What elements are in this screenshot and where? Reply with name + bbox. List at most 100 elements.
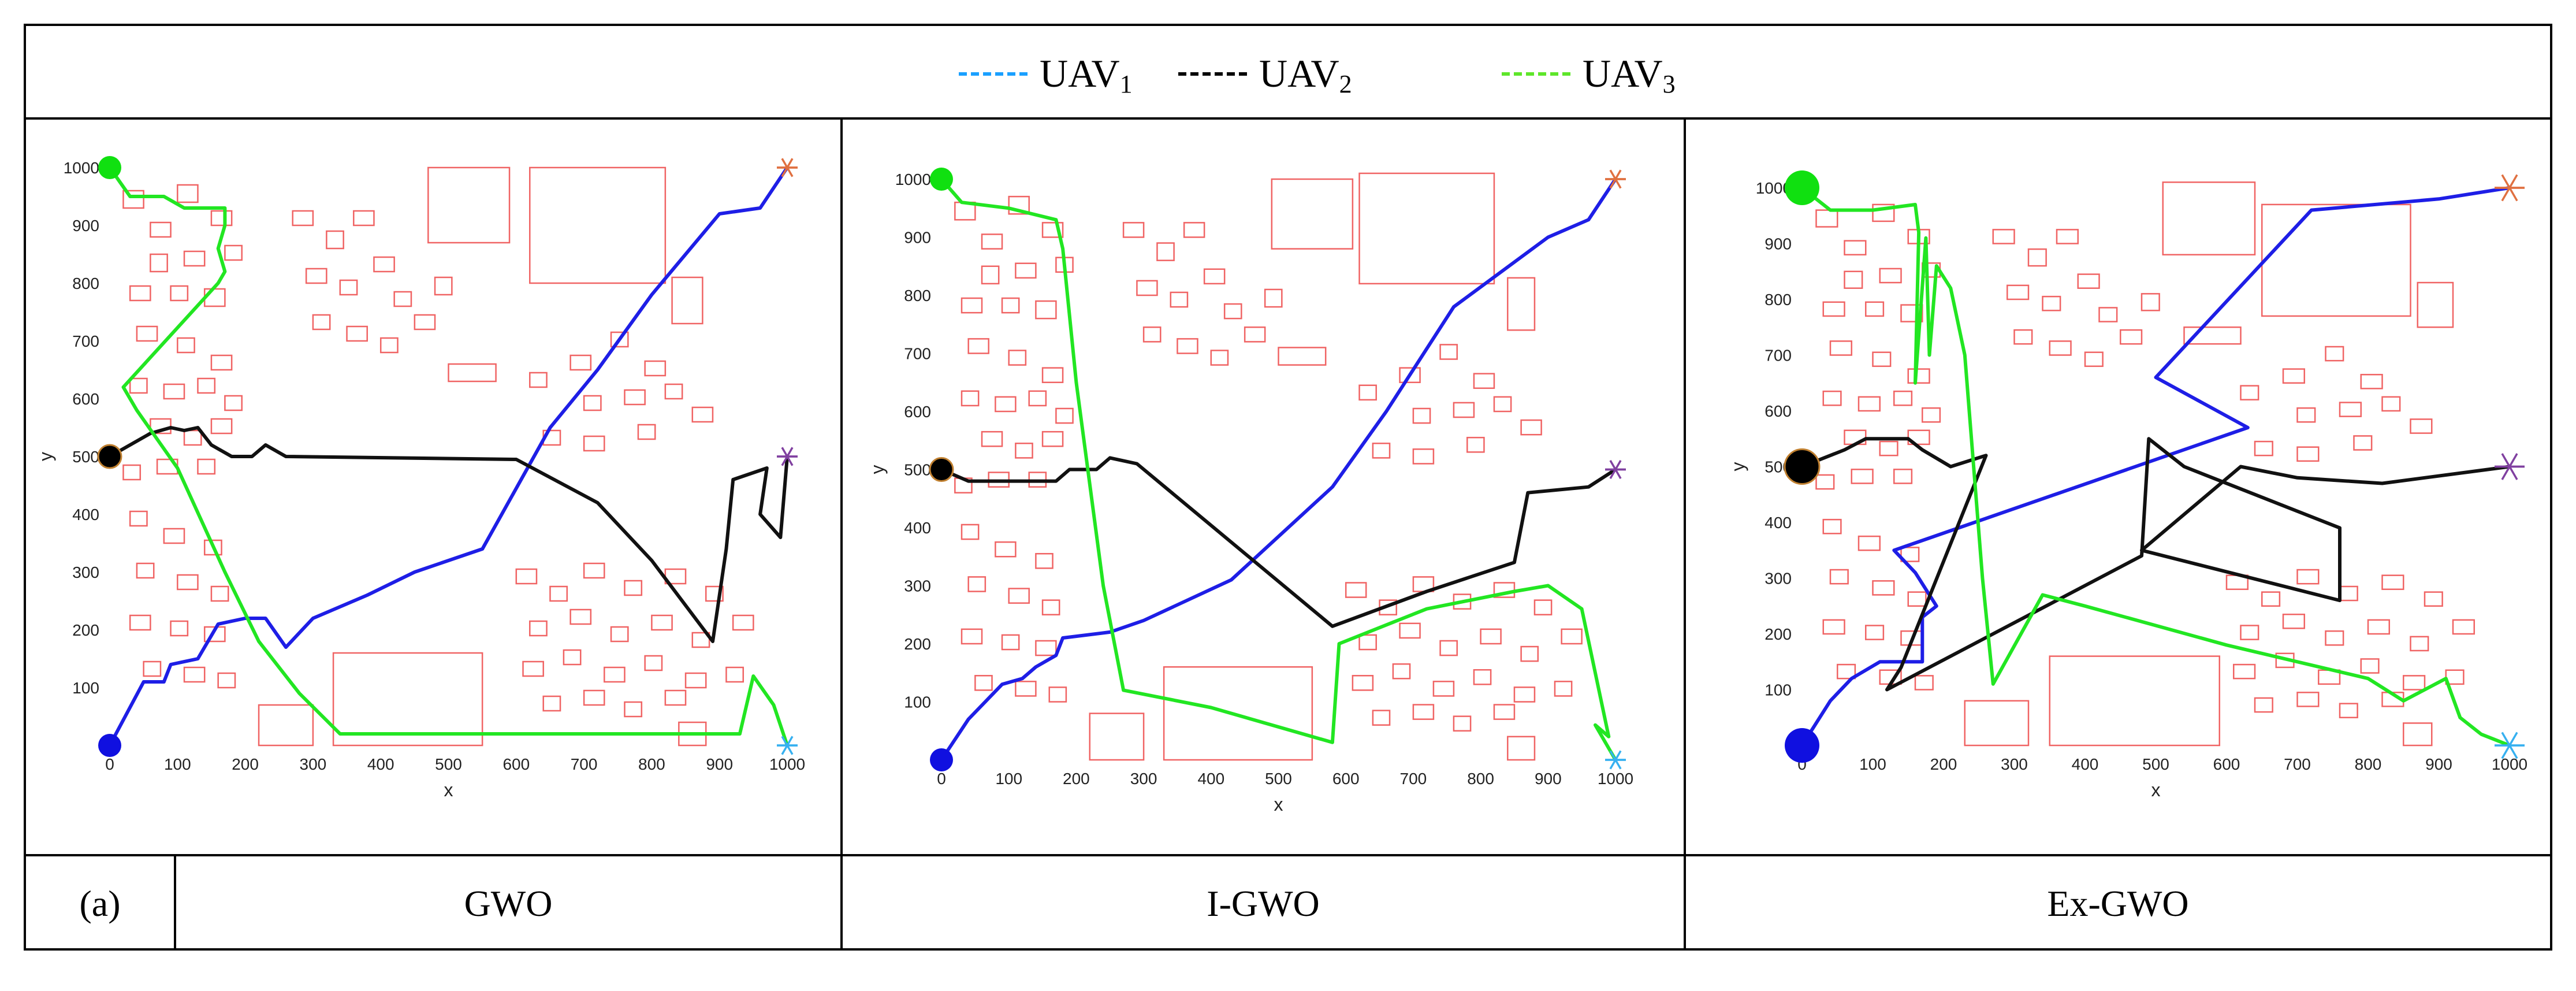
obstacle: [1001, 297, 1020, 314]
obstacle: [1412, 407, 1431, 424]
obstacle: [1177, 338, 1198, 354]
obstacle: [563, 649, 582, 666]
obstacle: [1822, 301, 1845, 317]
obstacle: [2077, 273, 2100, 289]
x-tick-label: 900: [2425, 755, 2452, 773]
obstacle: [583, 435, 605, 452]
obstacle: [224, 395, 243, 411]
obstacle: [1142, 326, 1162, 343]
obstacle: [2424, 591, 2443, 607]
obstacle: [725, 666, 744, 683]
x-axis-label: x: [2151, 780, 2161, 800]
obstacle: [1170, 291, 1189, 308]
obstacle: [2325, 346, 2344, 362]
obstacle: [1001, 634, 1020, 651]
obstacle: [2240, 385, 2259, 400]
obstacle: [624, 701, 643, 718]
obstacles: [122, 166, 754, 747]
x-tick-label: 0: [105, 755, 114, 773]
y-axis-label: y: [1728, 462, 1748, 472]
obstacle: [1893, 390, 1913, 406]
x-tick-label: 0: [937, 770, 946, 788]
obstacle: [183, 250, 206, 267]
obstacle: [1352, 675, 1374, 691]
obstacle: [1857, 396, 1881, 412]
obstacle: [197, 377, 216, 394]
obstacle: [1844, 240, 1867, 256]
obstacle: [529, 166, 667, 284]
obstacle: [705, 585, 724, 602]
obstacle: [1822, 518, 1842, 535]
method-label-ex-gwo: Ex-GWO: [2047, 883, 2188, 924]
start-marker-uav3: [1785, 170, 1819, 205]
obstacle: [1829, 569, 1849, 585]
obstacle: [624, 580, 643, 596]
obstacle: [197, 458, 216, 475]
obstacle: [2403, 722, 2433, 747]
obstacle: [1136, 280, 1158, 296]
obstacle: [2296, 692, 2320, 707]
obstacle: [967, 576, 987, 592]
obstacle: [2261, 203, 2411, 317]
obstacle: [1907, 368, 1930, 384]
legend-item-3: UAV3: [1502, 51, 1676, 98]
obstacle: [129, 377, 148, 394]
x-tick-label: 500: [2142, 755, 2169, 773]
obstacle: [732, 614, 754, 631]
start-marker-uav2: [1784, 448, 1821, 485]
obstacle: [624, 389, 646, 406]
obstacle: [312, 314, 331, 331]
y-tick-label: 200: [904, 635, 931, 653]
obstacles: [954, 172, 1583, 761]
path-uav1: [940, 178, 1617, 761]
x-tick-label: 600: [502, 755, 530, 773]
y-tick-label: 900: [72, 217, 99, 235]
y-axis-label: y: [35, 452, 56, 461]
y-tick-label: 500: [904, 461, 931, 479]
obstacle: [1008, 588, 1030, 604]
x-tick-label: 100: [995, 770, 1022, 788]
obstacle: [2339, 402, 2362, 417]
y-tick-label: 800: [1765, 291, 1792, 309]
y-axis-label: y: [867, 465, 888, 474]
obstacle: [203, 539, 222, 556]
obstacle: [961, 390, 980, 407]
obstacle: [2261, 591, 2281, 607]
obstacle: [373, 256, 395, 273]
obstacle: [1041, 222, 1064, 238]
x-tick-label: 700: [1400, 770, 1427, 788]
x-tick-label: 1000: [1598, 770, 1633, 788]
method-label-i-gwo: I-GWO: [1207, 883, 1319, 924]
obstacle: [2042, 295, 2061, 311]
obstacle: [1439, 640, 1458, 656]
row-label: (a): [79, 883, 120, 924]
obstacle: [2282, 368, 2305, 384]
obstacle: [1372, 443, 1391, 459]
obstacle: [2417, 281, 2454, 328]
x-tick-label: 300: [2001, 755, 2028, 773]
obstacle: [2056, 229, 2079, 244]
obstacle: [1399, 622, 1421, 639]
obstacle: [129, 614, 151, 631]
x-tick-label: 800: [638, 755, 665, 773]
x-tick-label: 100: [164, 755, 191, 773]
obstacle: [1893, 469, 1913, 484]
obstacle: [1439, 344, 1458, 360]
obstacle: [1473, 669, 1492, 685]
y-tick-label: 400: [72, 506, 99, 524]
obstacle: [1822, 390, 1842, 406]
obstacle: [1533, 599, 1553, 615]
obstacle: [1493, 704, 1516, 720]
obstacle: [177, 574, 199, 591]
x-tick-label: 500: [1265, 770, 1292, 788]
x-tick-label: 300: [1130, 770, 1157, 788]
obstacle: [1089, 712, 1145, 761]
obstacle: [2013, 329, 2033, 345]
obstacle: [353, 210, 375, 227]
obstacle: [2296, 569, 2320, 585]
obstacle: [1041, 367, 1064, 383]
obstacle: [1473, 373, 1495, 389]
obstacle: [224, 244, 243, 261]
panel-gwo: 0 100 200 300 400 500 600 700 800 900 1000 100 200 30…: [35, 156, 805, 800]
obstacle: [1122, 222, 1145, 238]
